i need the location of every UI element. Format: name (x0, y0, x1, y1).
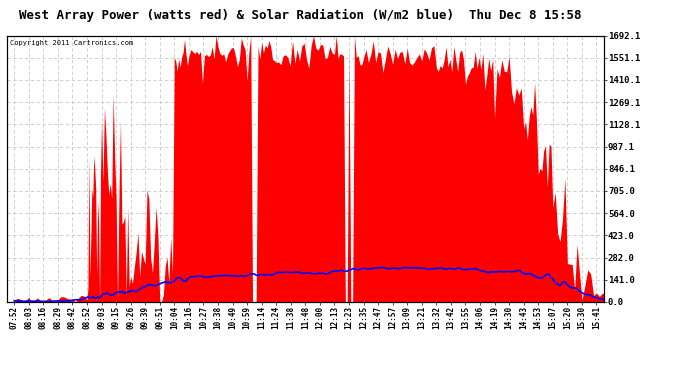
Text: West Array Power (watts red) & Solar Radiation (W/m2 blue)  Thu Dec 8 15:58: West Array Power (watts red) & Solar Rad… (19, 9, 582, 22)
Text: Copyright 2011 Cartronics.com: Copyright 2011 Cartronics.com (10, 40, 133, 46)
